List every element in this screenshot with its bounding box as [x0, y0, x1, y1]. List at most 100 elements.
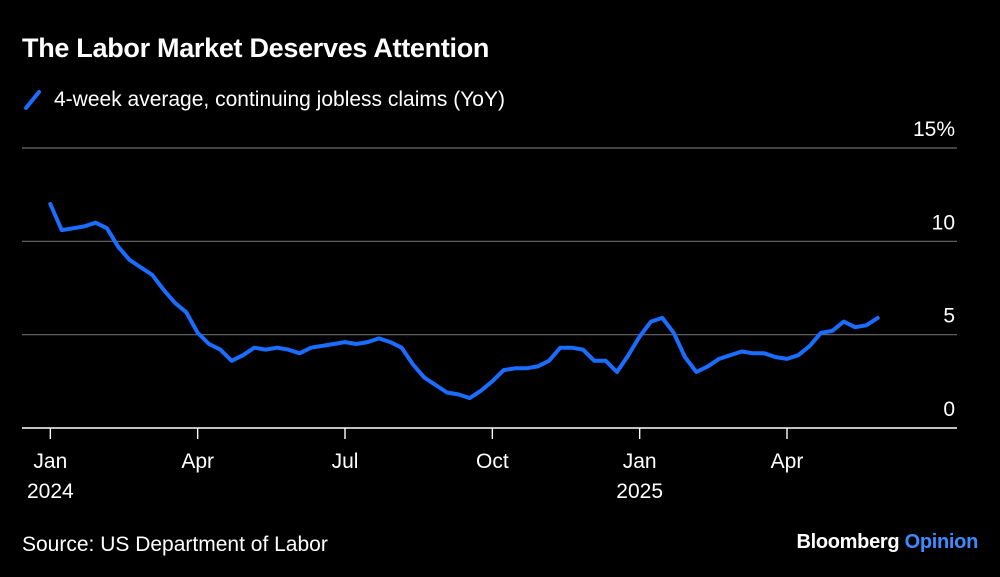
data-point	[94, 221, 97, 224]
y-tick-label: 5	[943, 305, 955, 328]
data-point	[230, 359, 233, 362]
x-tick-label-month: Apr	[181, 450, 214, 473]
data-point	[423, 376, 426, 379]
data-point	[321, 344, 324, 348]
data-point	[275, 346, 279, 349]
data-point	[332, 342, 335, 346]
data-point	[570, 346, 573, 349]
data-point	[672, 331, 675, 334]
series-line	[48, 202, 880, 401]
data-point	[219, 348, 222, 351]
data-point	[774, 355, 777, 359]
data-point	[468, 396, 471, 400]
data-point	[117, 245, 120, 249]
data-point	[865, 324, 868, 327]
data-point	[819, 331, 823, 334]
data-point	[400, 346, 403, 349]
data-point	[71, 227, 75, 230]
data-point	[627, 354, 630, 357]
chart-title: The Labor Market Deserves Attention	[22, 33, 490, 63]
data-point	[706, 365, 709, 368]
data-point	[411, 363, 415, 366]
data-point	[831, 329, 834, 333]
data-point	[105, 227, 109, 230]
data-point	[740, 350, 743, 353]
data-point	[513, 367, 517, 370]
data-point	[808, 344, 811, 348]
legend-swatch-icon	[24, 90, 41, 110]
data-point	[525, 367, 528, 370]
data-point	[366, 340, 369, 344]
data-point	[751, 352, 755, 355]
brand-main: Bloomberg	[796, 531, 900, 553]
data-point	[683, 355, 687, 359]
x-tick-label-month: Apr	[771, 450, 804, 473]
data-point	[83, 225, 86, 228]
data-point	[559, 346, 562, 349]
x-tick-label-year: 2024	[27, 480, 74, 503]
data-point	[196, 331, 199, 334]
data-point	[162, 288, 165, 292]
series-layer	[48, 202, 880, 401]
y-tick-label: 15%	[913, 118, 955, 141]
data-point	[151, 273, 154, 277]
data-point	[479, 389, 483, 392]
gridlines	[22, 147, 957, 429]
data-point	[128, 258, 131, 262]
data-point	[853, 326, 857, 329]
data-point	[173, 301, 177, 305]
data-point	[876, 316, 879, 320]
source-note: Source: US Department of Labor	[22, 533, 328, 556]
data-point	[434, 383, 437, 387]
data-point	[763, 352, 766, 355]
data-point	[287, 348, 290, 351]
data-point	[661, 316, 664, 320]
data-point	[581, 348, 585, 351]
x-tick-label-month: Jul	[332, 450, 359, 473]
data-point	[547, 359, 551, 362]
legend-label: 4-week average, continuing jobless claim…	[54, 88, 505, 111]
x-tick-label-month: Oct	[476, 450, 509, 473]
data-point	[377, 337, 381, 340]
data-point	[139, 266, 143, 269]
x-axis-ticks: Jan 2024 Apr Jul Oct Jan 2025 Apr	[27, 428, 803, 503]
y-axis-ticks: 0 5 10 15%	[913, 118, 955, 421]
data-point	[445, 391, 449, 394]
data-point	[309, 346, 313, 349]
data-point	[842, 320, 845, 323]
data-point	[638, 335, 641, 338]
brand-sub: Opinion	[904, 531, 979, 553]
data-point	[785, 357, 789, 361]
data-point	[355, 342, 358, 346]
data-point	[536, 365, 539, 368]
x-tick-label-month: Jan	[623, 450, 657, 473]
data-point	[60, 228, 63, 232]
data-point	[649, 320, 653, 323]
data-point	[389, 340, 392, 344]
data-point	[502, 368, 505, 372]
y-tick-label: 0	[943, 398, 955, 421]
x-tick-label-year: 2025	[616, 480, 663, 503]
data-point	[253, 346, 256, 349]
x-tick-label-month: Jan	[33, 450, 67, 473]
data-point	[797, 354, 800, 357]
legend: 4-week average, continuing jobless claim…	[22, 88, 505, 112]
data-point	[457, 393, 460, 396]
y-tick-label: 10	[932, 211, 955, 234]
data-point	[343, 340, 347, 344]
data-point	[298, 352, 301, 355]
data-point	[49, 202, 52, 206]
data-point	[729, 354, 732, 357]
data-point	[185, 311, 188, 314]
data-point	[695, 370, 698, 374]
brand-logo: Bloomberg Opinion	[796, 531, 978, 554]
data-point	[491, 380, 494, 383]
data-point	[207, 342, 211, 346]
data-point	[615, 370, 619, 374]
data-point	[593, 359, 596, 362]
data-point	[717, 357, 721, 361]
data-point	[241, 354, 245, 357]
data-point	[264, 348, 267, 351]
data-point	[604, 359, 607, 362]
